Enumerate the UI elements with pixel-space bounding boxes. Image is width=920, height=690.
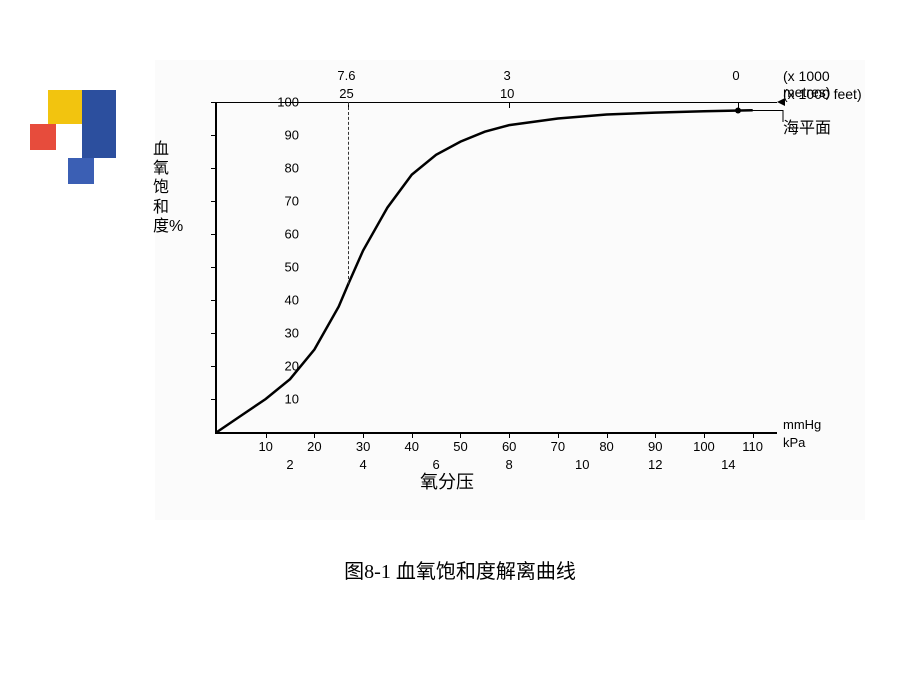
y-tick xyxy=(211,366,217,367)
x-tick-mmhg xyxy=(412,432,413,438)
figure-caption: 图8-1 血氧饱和度解离曲线 xyxy=(0,555,920,584)
x-tick-mmhg xyxy=(460,432,461,438)
y-axis-label: 血氧饱和度% xyxy=(153,140,169,236)
y-tick xyxy=(211,300,217,301)
x-tick-mmhg-label: 90 xyxy=(648,439,662,454)
x-tick-mmhg xyxy=(266,432,267,438)
y-tick xyxy=(211,267,217,268)
sea-level-leader xyxy=(741,111,783,122)
x-tick-kpa-label: 4 xyxy=(359,457,366,472)
y-tick xyxy=(211,135,217,136)
slide-logo xyxy=(30,90,130,190)
y-tick xyxy=(211,234,217,235)
y-tick-label: 100 xyxy=(277,95,299,110)
y-tick xyxy=(211,333,217,334)
y-tick-label: 50 xyxy=(285,260,299,275)
feet-unit: (x 1000 feet) xyxy=(783,86,862,102)
top-metres-label: 7.6 xyxy=(337,68,355,83)
sea-level-label: 海平面 xyxy=(783,114,831,138)
x-tick-kpa-label: 10 xyxy=(575,457,589,472)
top-metres-label: 0 xyxy=(732,68,739,83)
x-tick-kpa-label: 12 xyxy=(648,457,662,472)
plot-area: 1020304050607080901001102468101214 xyxy=(215,102,777,434)
x-tick-kpa-label: 2 xyxy=(286,457,293,472)
sea-level-marker xyxy=(735,108,741,114)
y-tick-label: 70 xyxy=(285,194,299,209)
curve-svg xyxy=(217,102,777,432)
x-tick-mmhg-label: 50 xyxy=(453,439,467,454)
x-tick-mmhg xyxy=(314,432,315,438)
x-tick-mmhg-label: 110 xyxy=(742,439,763,454)
x-tick-mmhg-label: 60 xyxy=(502,439,516,454)
y-tick-label: 60 xyxy=(285,227,299,242)
x-tick-kpa-label: 14 xyxy=(721,457,735,472)
x-tick-kpa-label: 8 xyxy=(506,457,513,472)
x-axis-label: 氧分压 xyxy=(420,468,474,494)
y-tick-label: 80 xyxy=(285,161,299,176)
kpa-unit: kPa xyxy=(783,435,805,450)
x-tick-mmhg-label: 20 xyxy=(307,439,321,454)
x-tick-mmhg-label: 10 xyxy=(258,439,272,454)
y-tick xyxy=(211,102,217,103)
y-tick-label: 10 xyxy=(285,392,299,407)
top-feet-label: 25 xyxy=(339,86,353,101)
y-tick-label: 90 xyxy=(285,128,299,143)
y-tick-label: 40 xyxy=(285,293,299,308)
dashed-vertical-marker xyxy=(348,102,349,284)
y-tick-label: 30 xyxy=(285,326,299,341)
x-tick-mmhg xyxy=(753,432,754,438)
y-tick xyxy=(211,201,217,202)
top-feet-label: 10 xyxy=(500,86,514,101)
x-tick-mmhg xyxy=(655,432,656,438)
x-tick-mmhg xyxy=(363,432,364,438)
dissociation-curve-chart: 血氧饱和度% 102030405060708090100110246810121… xyxy=(155,60,865,520)
x-tick-mmhg-label: 80 xyxy=(599,439,613,454)
x-tick-mmhg-label: 70 xyxy=(551,439,565,454)
x-tick-mmhg xyxy=(558,432,559,438)
x-tick-mmhg xyxy=(607,432,608,438)
slide: 血氧饱和度% 102030405060708090100110246810121… xyxy=(0,0,920,690)
y-tick xyxy=(211,168,217,169)
top-tick xyxy=(509,102,510,108)
x-tick-mmhg-label: 30 xyxy=(356,439,370,454)
y-tick-label: 20 xyxy=(285,359,299,374)
top-metres-label: 3 xyxy=(504,68,511,83)
x-tick-mmhg-label: 40 xyxy=(405,439,419,454)
mmhg-unit: mmHg xyxy=(783,417,821,432)
x-tick-mmhg-label: 100 xyxy=(693,439,715,454)
x-tick-mmhg xyxy=(704,432,705,438)
y-tick xyxy=(211,399,217,400)
top-tick xyxy=(738,102,739,108)
x-tick-mmhg xyxy=(509,432,510,438)
